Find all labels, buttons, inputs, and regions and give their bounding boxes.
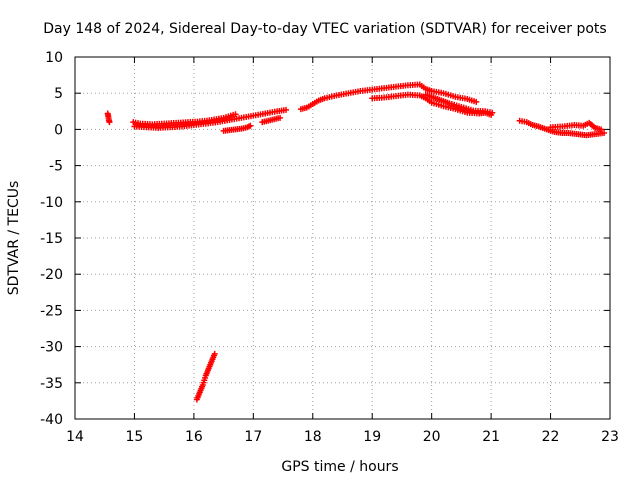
series-seg-17.8-20.7 xyxy=(297,81,480,113)
data-point xyxy=(277,114,284,121)
series-seg-22-22.8 xyxy=(547,119,605,133)
y-tick-label: 5 xyxy=(54,86,63,102)
data-point xyxy=(106,119,113,126)
series-seg-14.5 xyxy=(104,110,113,126)
x-axis-label: GPS time / hours xyxy=(281,459,398,475)
series-seg-17.2-17.5 xyxy=(259,114,284,126)
series-seg-15-17b xyxy=(131,106,290,131)
x-tick-label: 18 xyxy=(304,429,322,445)
ticks xyxy=(74,56,611,420)
x-tick-label: 14 xyxy=(66,429,84,445)
series-seg-16.5-17 xyxy=(220,122,254,134)
x-tick-label: 19 xyxy=(363,429,381,445)
y-tick-label: 10 xyxy=(45,50,63,66)
x-tick-label: 23 xyxy=(601,429,619,445)
x-tick-label: 17 xyxy=(244,429,262,445)
x-tick-label: 16 xyxy=(185,429,203,445)
series-seg-20-21 xyxy=(422,91,496,116)
data-point xyxy=(247,122,254,129)
y-tick-label: -15 xyxy=(40,231,63,247)
data-point xyxy=(598,126,605,133)
data-point xyxy=(232,111,239,118)
series-seg-16.1-16.4 xyxy=(193,350,218,403)
chart-title: Day 148 of 2024, Sidereal Day-to-day VTE… xyxy=(43,21,606,37)
data-point xyxy=(283,106,290,113)
tick-labels: 14 15 16 17 18 19 20 21 22 23 10 5 0 -5 -10 -15 -20 -25 -3… xyxy=(40,50,619,445)
y-tick-label: -5 xyxy=(49,159,63,175)
x-tick-label: 22 xyxy=(542,429,560,445)
y-tick-label: -35 xyxy=(40,376,63,392)
data-marks xyxy=(104,81,608,403)
y-tick-label: -25 xyxy=(40,303,63,319)
series-seg-21.5-22.9 xyxy=(516,117,608,139)
y-tick-label: -40 xyxy=(40,412,63,428)
x-tick-label: 20 xyxy=(423,429,441,445)
y-tick-label: -10 xyxy=(40,195,63,211)
data-point xyxy=(473,98,480,105)
series-seg-15-17a xyxy=(130,111,239,128)
y-axis-label: SDTVAR / TECUs xyxy=(6,181,22,296)
y-tick-label: -20 xyxy=(40,267,63,283)
x-tick-label: 21 xyxy=(482,429,500,445)
data-point xyxy=(211,350,218,357)
x-tick-label: 15 xyxy=(126,429,144,445)
data-point xyxy=(601,130,608,137)
y-tick-label: -30 xyxy=(40,340,63,356)
data-point xyxy=(489,109,496,116)
y-tick-label: 0 xyxy=(54,122,63,138)
